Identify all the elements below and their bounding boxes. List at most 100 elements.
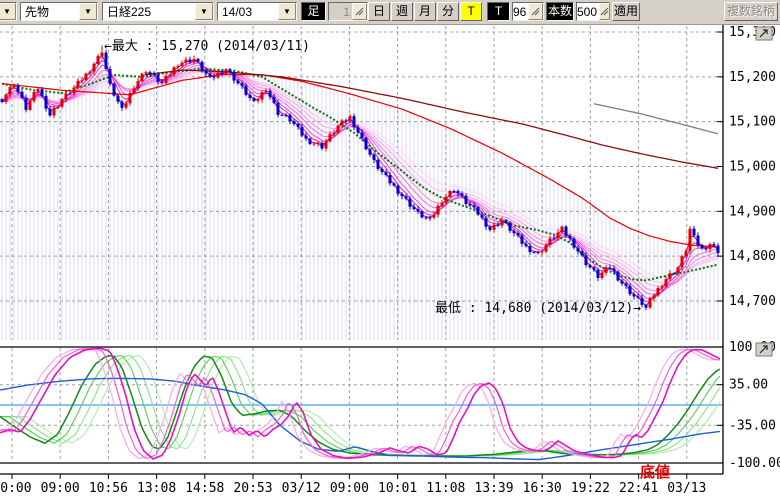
ema-line bbox=[1, 66, 718, 292]
candle-body bbox=[188, 59, 192, 63]
min-annotation: 最低 : 14,680 (2014/03/12)→ bbox=[435, 301, 641, 316]
candle-body bbox=[20, 91, 24, 98]
rci-magenta-line bbox=[0, 347, 721, 460]
candle-body bbox=[424, 217, 428, 219]
candle-body bbox=[484, 217, 488, 227]
candle-body bbox=[164, 75, 168, 84]
candle-body bbox=[568, 235, 572, 239]
ema-line bbox=[1, 73, 719, 279]
stepper-icon[interactable] bbox=[528, 3, 543, 20]
chevron-down-icon[interactable]: ▼ bbox=[79, 3, 97, 20]
time-axis-label: 14:58 bbox=[185, 481, 224, 496]
month-button[interactable]: 月 bbox=[414, 2, 436, 21]
green-ma-line bbox=[1, 67, 719, 282]
time-axis-label: 09:00 bbox=[41, 481, 80, 496]
candle-body bbox=[640, 297, 644, 305]
candle-body bbox=[624, 283, 628, 286]
candle-body bbox=[24, 97, 28, 110]
bar-count-stepper[interactable]: 500 bbox=[576, 2, 611, 21]
category-combo[interactable]: 先物 ▼ bbox=[20, 2, 98, 21]
candle-body bbox=[64, 93, 68, 100]
candle-body bbox=[532, 252, 536, 254]
candle-body bbox=[88, 71, 92, 74]
candle-body bbox=[572, 238, 576, 248]
ashi-button[interactable]: 足 bbox=[301, 2, 326, 21]
contract-month-value: 14/03 bbox=[218, 3, 278, 20]
candle-body bbox=[708, 244, 712, 250]
stepper-icon[interactable] bbox=[352, 3, 367, 20]
max-annotation: ←最大 : 15,270 (2014/03/11) bbox=[104, 39, 310, 54]
candle-body bbox=[508, 222, 512, 231]
candle-body bbox=[408, 198, 412, 207]
candle-body bbox=[156, 74, 160, 82]
candle-body bbox=[600, 272, 604, 278]
candle-body bbox=[496, 224, 500, 226]
candle-body bbox=[332, 132, 336, 135]
candle-body bbox=[516, 233, 520, 236]
osc-pane-resize-icon[interactable] bbox=[755, 342, 773, 357]
candle-body bbox=[524, 243, 528, 247]
candle-body bbox=[36, 89, 40, 93]
bar-count-button[interactable]: 本数 bbox=[546, 2, 574, 21]
candle-body bbox=[176, 66, 180, 68]
candle-body bbox=[412, 206, 416, 210]
candle-body bbox=[464, 195, 468, 204]
candle-body bbox=[644, 304, 648, 308]
candle-body bbox=[16, 85, 20, 92]
candle-body bbox=[360, 132, 364, 138]
candle-body bbox=[104, 52, 108, 69]
candle-body bbox=[60, 99, 64, 107]
candle-body bbox=[184, 59, 188, 63]
chevron-down-icon[interactable]: ▼ bbox=[278, 3, 296, 20]
minute-button[interactable]: 分 bbox=[437, 2, 459, 21]
tick-black-button[interactable]: T bbox=[487, 2, 510, 21]
candle-body bbox=[248, 94, 252, 98]
category-combo-value: 先物 bbox=[21, 3, 79, 20]
candle-body bbox=[632, 294, 636, 297]
candle-body bbox=[544, 244, 548, 252]
candle-body bbox=[124, 103, 128, 108]
candle-body bbox=[680, 256, 684, 268]
price-axis-label: 15,200 bbox=[729, 70, 776, 85]
osc-axis-label: -100.00 bbox=[729, 456, 780, 471]
day-button[interactable]: 日 bbox=[368, 2, 390, 21]
candle-body bbox=[716, 245, 720, 253]
price-pane-resize-icon[interactable] bbox=[755, 26, 773, 41]
toolbar: ▼ 先物 ▼ 日経225 ▼ 14/03 ▼ 足 1 日 週 月 分 T T 9… bbox=[0, 0, 780, 25]
tick-stepper[interactable]: 96 bbox=[512, 2, 544, 21]
time-axis-label: 13:08 bbox=[137, 481, 176, 496]
chevron-down-icon[interactable]: ▼ bbox=[0, 3, 16, 20]
candle-body bbox=[452, 191, 456, 193]
bar-count-value: 500 bbox=[577, 3, 600, 20]
chevron-down-icon[interactable]: ▼ bbox=[195, 3, 213, 20]
candle-body bbox=[608, 267, 612, 269]
left-partial-combo[interactable]: ▼ bbox=[0, 2, 17, 21]
candle-body bbox=[612, 268, 616, 272]
candle-body bbox=[368, 149, 372, 155]
candle-body bbox=[552, 238, 556, 240]
candle-body bbox=[92, 63, 96, 72]
candle-body bbox=[108, 68, 112, 84]
multi-symbol-button[interactable]: 複数銘柄 bbox=[724, 2, 778, 21]
axis-labels: 15,30015,20015,10015,00014,90014,80014,7… bbox=[0, 25, 780, 496]
candle-body bbox=[684, 251, 688, 257]
stepper-icon[interactable] bbox=[599, 3, 611, 20]
apply-button[interactable]: 適用 bbox=[612, 2, 640, 21]
candle-body bbox=[380, 168, 384, 172]
contract-month-combo[interactable]: 14/03 ▼ bbox=[217, 2, 297, 21]
candle-body bbox=[4, 94, 8, 102]
gridlines bbox=[0, 26, 723, 462]
candle-body bbox=[356, 127, 360, 133]
symbol-combo-value: 日経225 bbox=[103, 3, 195, 20]
candle-body bbox=[580, 251, 584, 256]
price-axis-label: 15,100 bbox=[729, 115, 776, 130]
tick-mode-button[interactable]: T bbox=[460, 2, 482, 21]
candle-body bbox=[212, 76, 216, 78]
symbol-combo[interactable]: 日経225 ▼ bbox=[102, 2, 214, 21]
time-axis-label: 10:56 bbox=[89, 481, 128, 496]
time-axis-label: 11:08 bbox=[426, 481, 465, 496]
candle-body bbox=[232, 71, 236, 81]
interval-stepper[interactable]: 1 bbox=[328, 2, 368, 21]
week-button[interactable]: 週 bbox=[391, 2, 413, 21]
